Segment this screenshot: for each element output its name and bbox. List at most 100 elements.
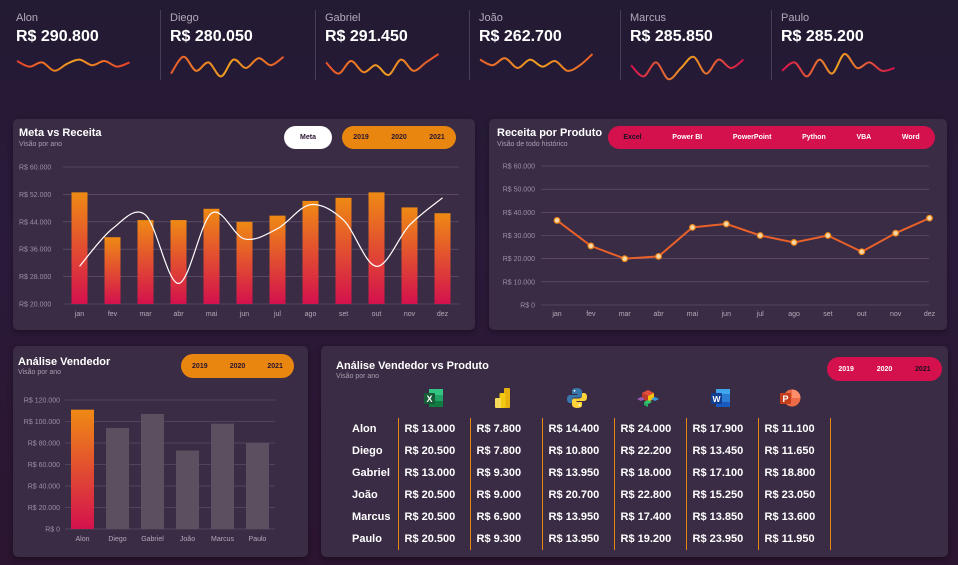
table-row: Marcus R$ 20.500 R$ 6.900 R$ 13.950 R$ 17.40… [336, 506, 836, 528]
data-point [689, 223, 696, 231]
kpi-value: R$ 262.700 [479, 28, 562, 45]
data-point [824, 232, 832, 239]
meta-line [79, 197, 443, 285]
table-cell: R$ 23.050 [757, 484, 830, 506]
sparkline-path [781, 53, 895, 78]
product-word-button[interactable]: Word [901, 134, 920, 141]
table-cell: R$ 13.950 [541, 528, 614, 550]
table-end-border [829, 528, 836, 550]
table-cell: R$ 9.000 [469, 484, 542, 506]
year-filter: 2019 2020 2021 [827, 357, 942, 381]
product-powerpoint-button[interactable]: PowerPoint [732, 134, 772, 141]
x-tick-label: out [372, 311, 382, 318]
year-filter: 2019 2020 2021 [342, 126, 456, 149]
data-point [756, 232, 764, 239]
kpi-sparkline [781, 53, 895, 78]
kpi-value: R$ 291.450 [325, 28, 408, 45]
kpi-name: Diego [170, 12, 199, 24]
year-2019-button[interactable]: 2019 [192, 362, 208, 370]
x-tick-label: abr [173, 311, 184, 318]
x-tick-label: nov [890, 311, 902, 318]
x-tick-label: ago [788, 311, 800, 318]
table-row: Paulo R$ 20.500 R$ 9.300 R$ 13.950 R$ 19.200… [336, 528, 836, 550]
product-python-button[interactable]: Python [802, 134, 826, 141]
power-bi-icon [495, 388, 510, 408]
bar-vendedor [211, 423, 234, 529]
table-end-border [829, 484, 836, 506]
year-2020-button[interactable]: 2020 [229, 362, 246, 370]
product-vba-button[interactable]: VBA [856, 134, 872, 141]
y-tick-label: R$ 120.000 [24, 398, 60, 405]
kpi-name: Gabriel [325, 12, 361, 24]
card-title: Análise Vendedor [18, 356, 111, 368]
kpi-divider [771, 10, 772, 80]
table-row: Alon R$ 13.000 R$ 7.800 R$ 14.400 R$ 24.000 R… [336, 418, 836, 440]
product-filter: Excel Power BI PowerPoint Python VBA Wor… [608, 126, 935, 149]
year-2021-button[interactable]: 2021 [429, 134, 445, 141]
year-2020-button[interactable]: 2020 [876, 365, 893, 373]
table-end-border [829, 418, 836, 440]
x-tick-label: ago [305, 311, 317, 318]
table-cell: R$ 13.000 [397, 462, 470, 484]
analise-vendedor-chart: R$ 0 R$ 20.000 R$ 40.000 R$ 60.000 R$ 80.000… [24, 398, 275, 543]
kpi-divider [160, 10, 161, 80]
product-excel-button[interactable]: Excel [623, 134, 642, 141]
year-2019-button[interactable]: 2019 [353, 134, 369, 141]
x-tick-label: Diego [108, 536, 126, 543]
excel-icon: X [424, 389, 443, 407]
data-point [858, 248, 866, 256]
table-cell: R$ 7.800 [469, 418, 542, 440]
year-2021-button[interactable]: 2021 [267, 362, 283, 370]
year-filter: 2019 2020 2021 [181, 354, 294, 378]
table-cell: R$ 17.900 [685, 418, 758, 440]
powerpoint-icon: P [780, 389, 801, 407]
table-cell: R$ 23.950 [685, 528, 758, 550]
sparkline-path [479, 53, 594, 72]
year-2020-button[interactable]: 2020 [391, 134, 407, 141]
product-power-bi-button[interactable]: Power BI [672, 134, 703, 141]
year-2021-button[interactable]: 2021 [915, 365, 931, 373]
table-cell: R$ 20.500 [397, 440, 470, 462]
vendedor-produto-matrix: Alon R$ 13.000 R$ 7.800 R$ 14.400 R$ 24.000 R… [336, 418, 836, 550]
data-point [892, 229, 900, 237]
svg-text:X: X [426, 394, 432, 404]
x-tick-label: João [180, 536, 195, 543]
y-tick-label: R$ 30.000 [503, 233, 535, 240]
table-cell: R$ 17.100 [685, 462, 758, 484]
bar-receita [434, 213, 451, 304]
kpi-5: Marcus R$ 285.850 [630, 0, 760, 100]
bar-receita [104, 237, 121, 304]
y-tick-label: R$ 36.000 [19, 247, 51, 254]
y-tick-label: R$ 60.000 [19, 165, 51, 172]
bar-vendedor [106, 427, 129, 529]
card-subtitle: Visão por ano [336, 373, 380, 380]
card-title: Receita por Produto [497, 127, 603, 139]
meta-label: Meta [300, 134, 316, 141]
table-cell: R$ 20.500 [397, 484, 470, 506]
data-point [553, 217, 561, 224]
y-tick-label: R$ 60.000 [503, 164, 535, 171]
x-tick-label: mai [206, 311, 218, 318]
card-title: Meta vs Receita [19, 127, 102, 139]
kpi-sparkline [325, 53, 440, 76]
table-cell: R$ 17.400 [613, 506, 686, 528]
card-title: Análise Vendedor vs Produto [336, 360, 489, 372]
table-cell: R$ 13.000 [397, 418, 470, 440]
table-cell: R$ 15.250 [685, 484, 758, 506]
y-tick-label: R$ 28.000 [19, 274, 51, 281]
x-tick-label: fev [586, 311, 596, 318]
svg-text:W: W [712, 394, 721, 404]
x-tick-label: jun [721, 311, 731, 318]
meta-toggle-button[interactable]: Meta [284, 126, 332, 149]
table-cell: R$ 9.300 [469, 462, 542, 484]
word-icon: W [711, 389, 730, 407]
year-2019-button[interactable]: 2019 [838, 365, 854, 373]
kpi-4: João R$ 262.700 [479, 0, 609, 100]
bar-receita [335, 197, 352, 304]
kpi-name: Marcus [630, 12, 667, 24]
x-tick-label: mar [139, 311, 152, 318]
x-tick-label: out [857, 311, 867, 318]
y-tick-label: R$ 20.000 [28, 505, 60, 512]
x-tick-label: nov [404, 311, 416, 318]
bar-receita [137, 220, 154, 304]
